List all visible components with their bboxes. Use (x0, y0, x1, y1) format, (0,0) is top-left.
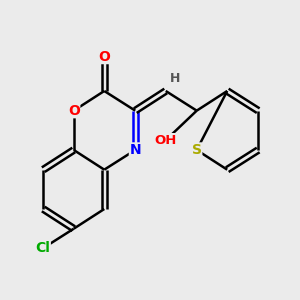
Text: S: S (192, 143, 202, 157)
Text: OH: OH (154, 134, 177, 147)
Text: Cl: Cl (35, 242, 50, 255)
Text: H: H (169, 72, 180, 85)
Text: O: O (68, 104, 80, 118)
Text: O: O (98, 50, 110, 64)
Text: N: N (129, 143, 141, 157)
